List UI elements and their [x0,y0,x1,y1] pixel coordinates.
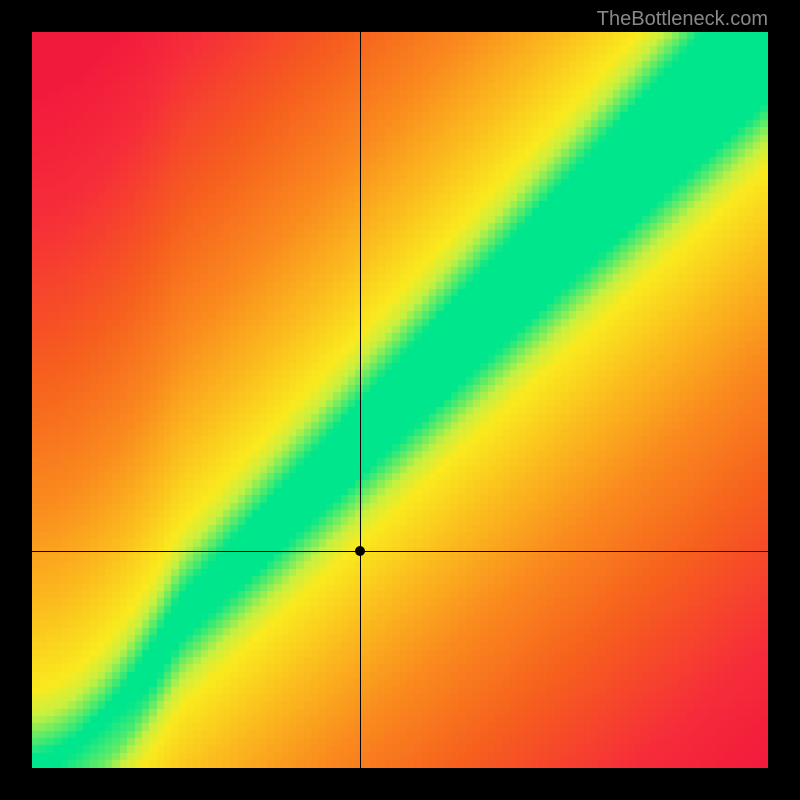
marker-dot [355,546,365,556]
crosshair-horizontal [32,551,768,552]
crosshair-vertical [360,32,361,768]
watermark-text: TheBottleneck.com [597,8,768,31]
heatmap-canvas [32,32,768,768]
heatmap-plot-area [32,32,768,768]
